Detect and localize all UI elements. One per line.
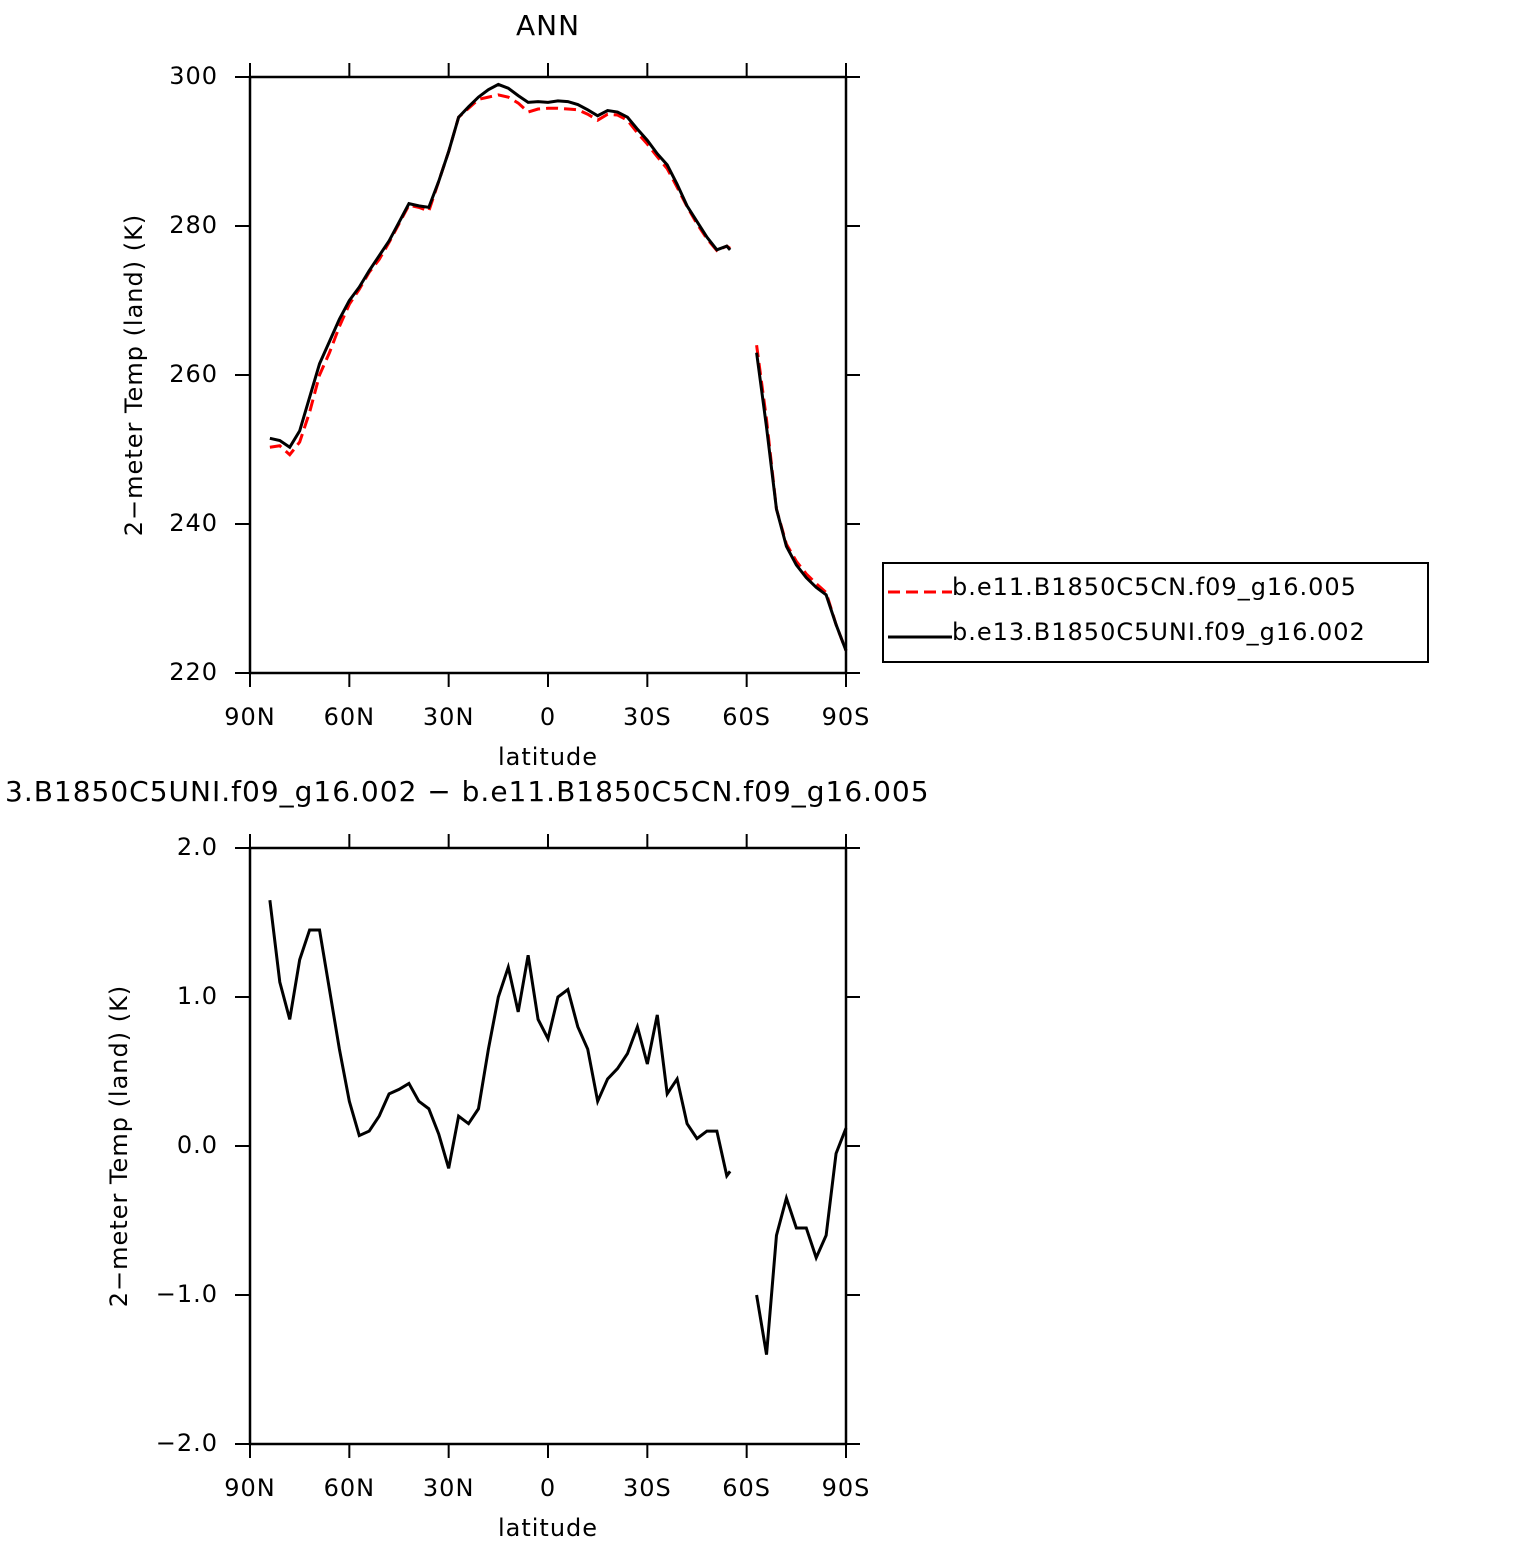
x-tick-label: 90N (224, 703, 276, 731)
data-line (268, 899, 848, 1355)
data-line (269, 82, 848, 652)
y-tick-label: 260 (169, 360, 218, 388)
legend-label: b.e13.B1850C5UNI.f09_g16.002 (952, 618, 1366, 646)
y-axis-label: 2−meter Temp (land) (K) (105, 985, 133, 1307)
legend-box (882, 562, 1429, 663)
legend-label: b.e11.B1850C5CN.f09_g16.005 (952, 573, 1357, 601)
x-tick-label: 0 (540, 703, 556, 731)
x-tick-label: 30N (423, 1474, 475, 1502)
x-tick-label: 90S (822, 1474, 871, 1502)
y-tick-label: −1.0 (156, 1280, 218, 1308)
y-tick-label: 0.0 (177, 1131, 218, 1159)
chart-title: ANN (516, 9, 580, 42)
y-tick-label: 240 (169, 509, 218, 537)
y-tick-label: 220 (169, 658, 218, 686)
x-tick-label: 60N (324, 703, 376, 731)
x-axis-label: latitude (498, 743, 598, 771)
x-tick-label: 30N (423, 703, 475, 731)
y-tick-label: 1.0 (177, 982, 218, 1010)
x-axis-label: latitude (498, 1514, 598, 1542)
plot-frame (248, 846, 848, 1446)
y-tick-label: 280 (169, 211, 218, 239)
plot-frame (248, 75, 848, 675)
x-tick-label: 90N (224, 1474, 276, 1502)
x-tick-label: 30S (623, 1474, 672, 1502)
y-axis-label: 2−meter Temp (land) (K) (120, 214, 148, 536)
y-tick-label: 2.0 (177, 833, 218, 861)
x-tick-label: 30S (623, 703, 672, 731)
x-tick-label: 60S (722, 1474, 771, 1502)
x-tick-label: 90S (822, 703, 871, 731)
x-tick-label: 60N (324, 1474, 376, 1502)
chart-title: 3.B1850C5UNI.f09_g16.002 − b.e11.B1850C5… (5, 775, 930, 808)
x-tick-label: 60S (722, 703, 771, 731)
x-tick-label: 0 (540, 1474, 556, 1502)
y-tick-label: 300 (169, 62, 218, 90)
y-tick-label: −2.0 (156, 1429, 218, 1457)
